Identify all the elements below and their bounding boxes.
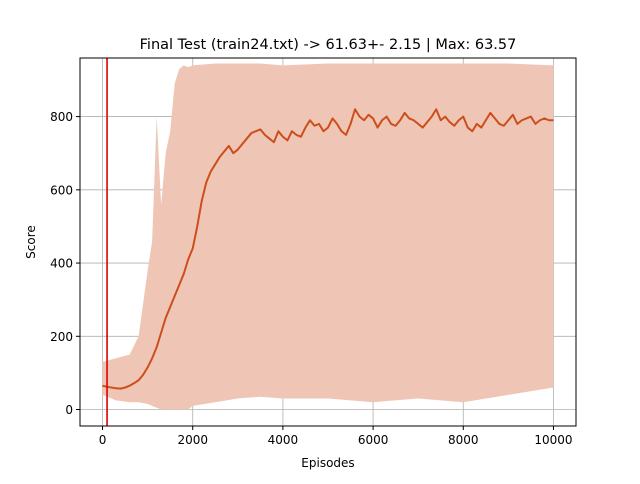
x-tick-label: 2000 xyxy=(177,433,208,447)
x-tick-label: 10000 xyxy=(534,433,572,447)
moving-average-series xyxy=(102,108,554,390)
x-tick-label: 4000 xyxy=(268,433,299,447)
y-tick-label: 800 xyxy=(50,110,73,124)
moving-average-line xyxy=(102,108,554,390)
plot-frame xyxy=(79,57,577,427)
y-axis-label: Score xyxy=(24,225,38,259)
x-axis-label: Episodes xyxy=(301,456,354,470)
raw-score-band xyxy=(102,63,554,410)
y-tick-label: 600 xyxy=(50,183,73,197)
x-tick-label: 6000 xyxy=(358,433,389,447)
axis-ticks: 0 2000 4000 6000 8000 10000 0 200 400 600 800 xyxy=(50,110,572,447)
y-tick-label: 400 xyxy=(50,257,73,271)
x-tick-label: 0 xyxy=(99,433,107,447)
chart-title: Final Test (train24.txt) -> 61.63+- 2.15… xyxy=(140,37,517,53)
raw-range-band xyxy=(102,63,554,410)
y-tick-label: 200 xyxy=(50,330,73,344)
y-tick-label: 0 xyxy=(65,403,73,417)
x-tick-label: 8000 xyxy=(448,433,479,447)
